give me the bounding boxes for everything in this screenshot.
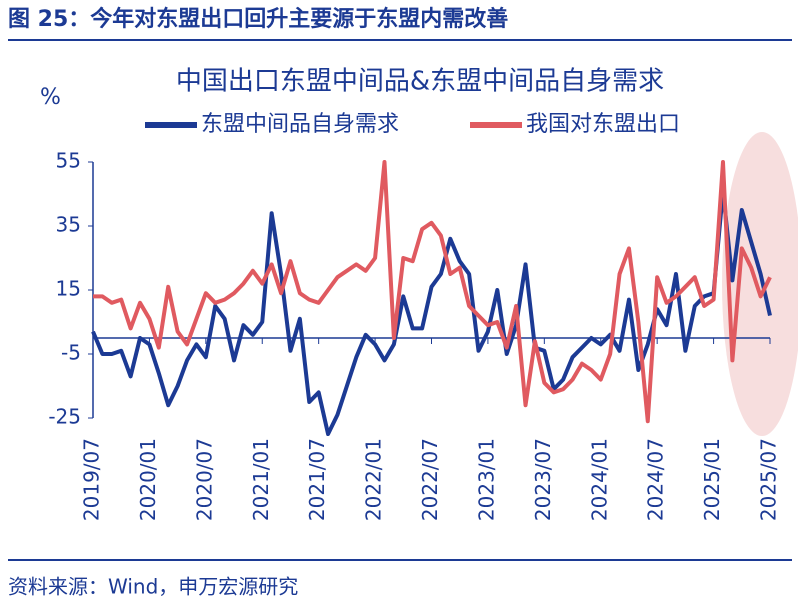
x-tick-label: 2022/01 — [362, 438, 386, 521]
figure-title: 图 25：今年对东盟出口回升主要源于东盟内需改善 — [8, 6, 508, 32]
y-tick-label: -5 — [61, 341, 81, 365]
x-tick-label: 2023/01 — [474, 438, 498, 521]
x-tick-label: 2023/07 — [531, 438, 555, 521]
y-tick-label: 55 — [56, 149, 81, 173]
x-tick-label: 2022/07 — [418, 438, 442, 521]
series-line — [91, 188, 772, 436]
x-tick-label: 2020/01 — [136, 438, 160, 521]
series-line — [93, 160, 772, 424]
source: 资料来源：Wind，申万宏源研究 — [8, 575, 298, 599]
x-tick-label: 2025/07 — [757, 438, 781, 521]
legend-label: 东盟中间品自身需求 — [201, 112, 399, 137]
x-tick-label: 2021/01 — [249, 438, 273, 521]
chart-title: 中国出口东盟中间品&东盟中间品自身需求 — [176, 67, 664, 97]
y-tick-label: 15 — [56, 277, 81, 301]
legend-label: 我国对东盟出口 — [526, 112, 680, 137]
y-tick-label: 35 — [56, 213, 81, 237]
y-unit: % — [40, 85, 61, 110]
y-tick-label: -25 — [48, 405, 81, 429]
x-tick-label: 2020/07 — [192, 438, 216, 521]
x-tick-label: 2019/07 — [80, 438, 104, 521]
x-tick-label: 2024/07 — [644, 438, 668, 521]
x-tick-label: 2025/01 — [700, 438, 724, 521]
x-tick-label: 2021/07 — [305, 438, 329, 521]
highlight — [722, 132, 798, 436]
x-tick-label: 2024/01 — [587, 438, 611, 521]
